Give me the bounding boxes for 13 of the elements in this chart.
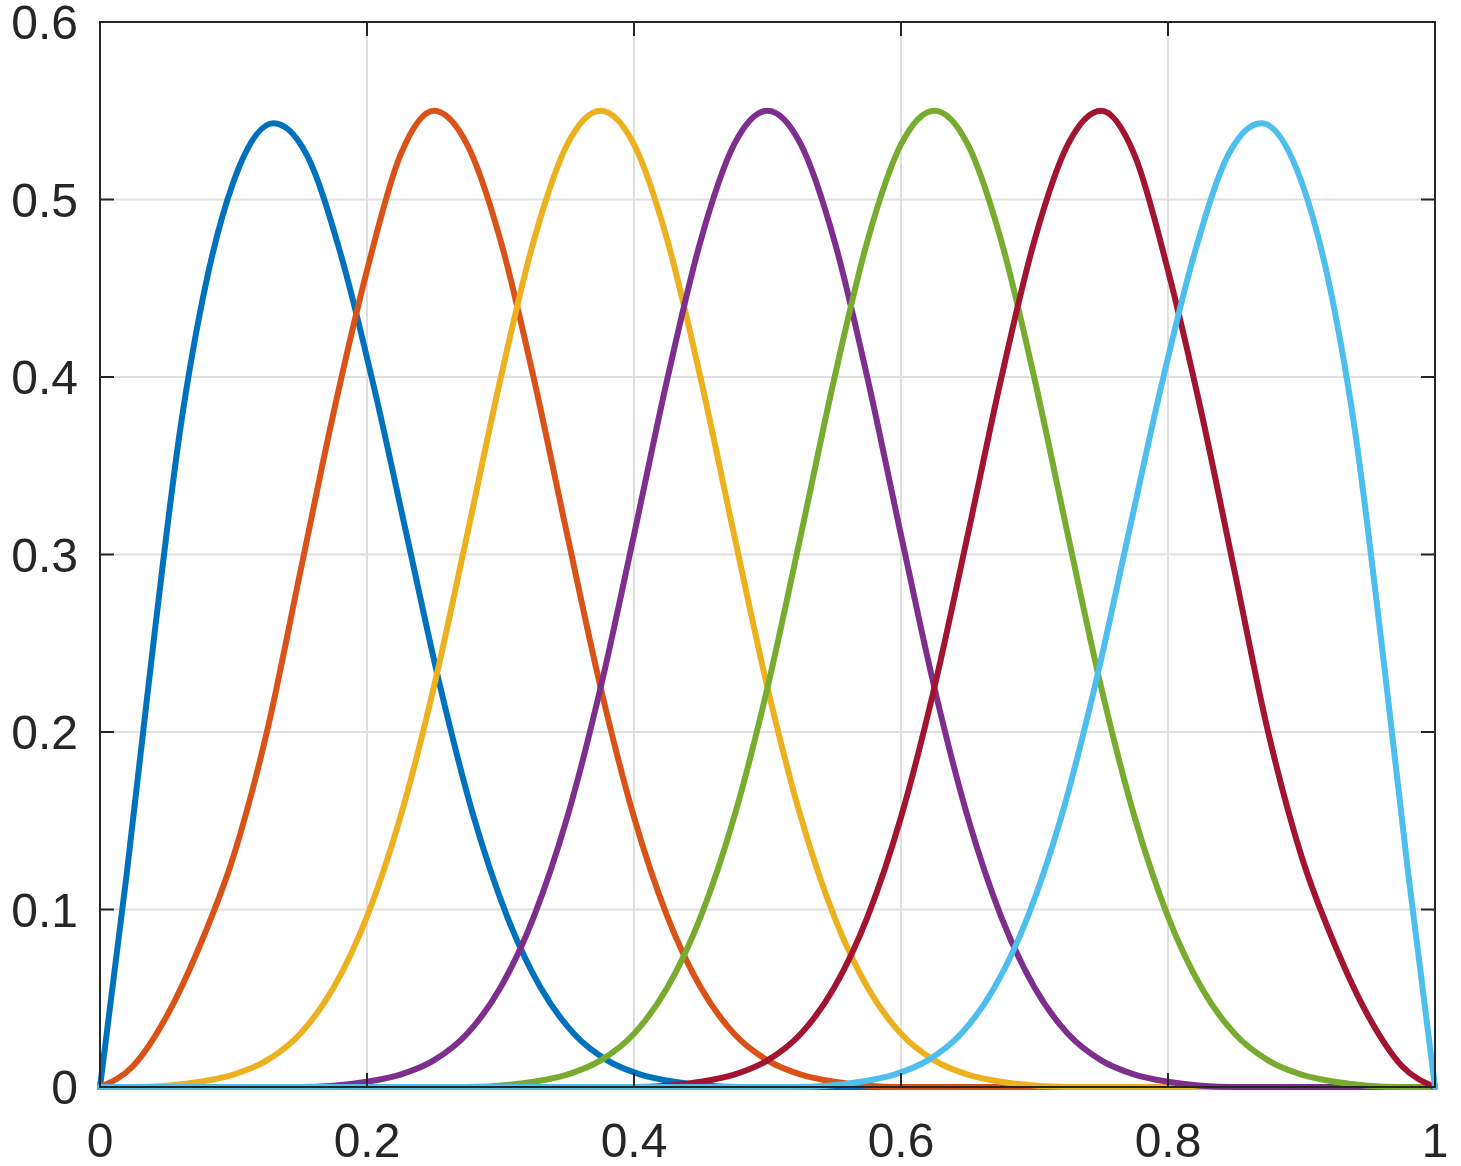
- x-tick-label: 1: [1421, 1114, 1449, 1166]
- x-tick-label: 0.2: [333, 1114, 401, 1166]
- y-tick-label: 0.2: [11, 706, 78, 759]
- y-tick-label: 0.6: [11, 0, 78, 49]
- y-tick-label: 0.5: [11, 173, 78, 227]
- x-tick-label: 0: [86, 1114, 114, 1166]
- y-tick-label: 0.3: [11, 528, 78, 582]
- x-tick-label: 0.4: [600, 1114, 668, 1166]
- y-tick-label: 0.4: [11, 351, 78, 404]
- x-tick-label: 0.8: [1134, 1114, 1202, 1166]
- x-tick-label: 0.6: [867, 1114, 935, 1166]
- y-tick-label: 0.1: [11, 883, 78, 937]
- y-tick-label: 0: [51, 1061, 78, 1114]
